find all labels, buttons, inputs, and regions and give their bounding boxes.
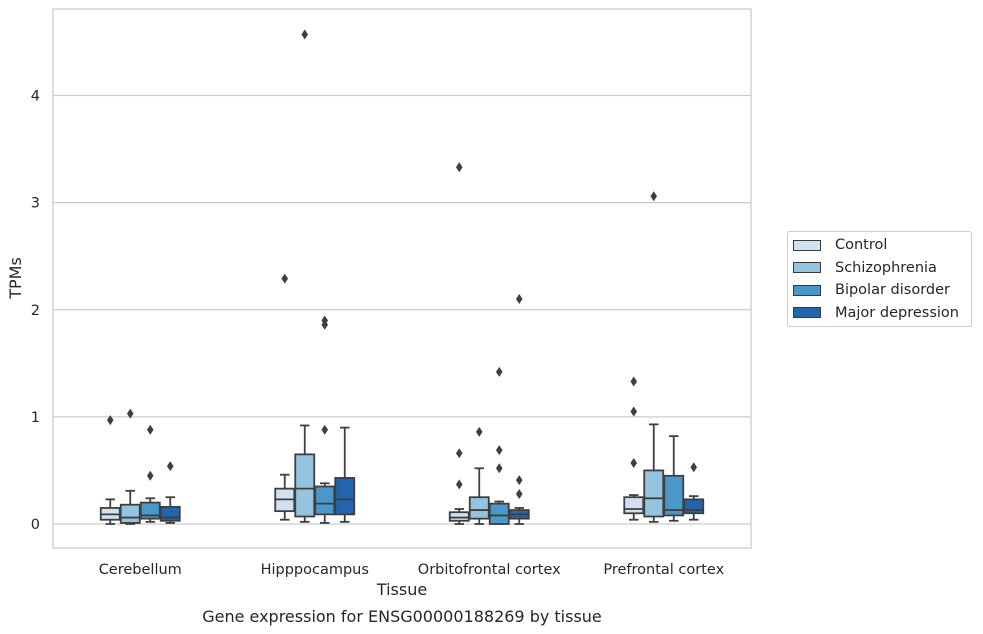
legend-swatch — [793, 307, 821, 318]
x-tick-label: Cerebellum — [99, 562, 182, 578]
outlier-point — [515, 489, 523, 500]
grid-lines — [53, 94, 751, 525]
outlier-point — [455, 162, 463, 173]
outlier-point — [650, 191, 658, 202]
box-schizophrenia — [294, 29, 316, 523]
outlier-point — [106, 415, 114, 426]
legend-label: Major depression — [835, 304, 959, 321]
legend: Control Schizophrenia Bipolar disorder Majo… — [787, 231, 972, 327]
box-iqr — [119, 503, 141, 524]
legend-swatch — [793, 284, 821, 296]
outlier-point — [630, 376, 638, 387]
box-major-depression — [508, 294, 530, 525]
box-iqr — [314, 485, 336, 516]
legend-swatch — [793, 239, 821, 251]
box-major-depression — [683, 462, 705, 521]
box-iqr — [448, 511, 470, 522]
x-tick-label: Hipppocampus — [261, 562, 369, 578]
y-tick-label: 0 — [31, 517, 40, 533]
box-bipolar-disorder — [488, 366, 510, 525]
outlier-point — [281, 273, 289, 284]
box-iqr — [159, 505, 181, 522]
box-iqr — [334, 477, 356, 516]
x-tick-labels: Cerebellum Hipppocampus Orbitofrontal cort… — [99, 562, 725, 578]
y-tick-label: 1 — [31, 410, 40, 426]
box-iqr — [683, 498, 705, 515]
outlier-point — [146, 424, 154, 435]
outlier-point — [515, 294, 523, 305]
outlier-point — [146, 470, 154, 481]
outlier-point — [495, 445, 503, 456]
outlier-point — [475, 426, 483, 437]
box-iqr — [488, 502, 510, 525]
box-iqr — [643, 469, 665, 518]
box-control — [99, 415, 121, 525]
legend-item: Bipolar disorder — [793, 280, 950, 300]
box-iqr — [623, 496, 645, 515]
legend-label: Schizophrenia — [835, 259, 937, 276]
outlier-point — [321, 315, 329, 326]
outlier-point — [690, 462, 698, 473]
y-tick-label: 3 — [31, 196, 40, 212]
x-axis-label: Tissue — [376, 580, 427, 599]
outlier-point — [630, 457, 638, 468]
plot-frame — [52, 8, 752, 549]
box-bipolar-disorder — [314, 315, 336, 524]
box-control — [623, 376, 645, 521]
outlier-point — [166, 461, 174, 472]
box-bipolar-disorder — [139, 424, 161, 523]
legend-label: Bipolar disorder — [835, 282, 950, 298]
legend-item: Schizophrenia — [793, 258, 937, 278]
outlier-point — [321, 424, 329, 435]
outlier-point — [495, 366, 503, 377]
box-plot-series — [99, 29, 705, 525]
y-tick-label: 4 — [31, 89, 40, 105]
outlier-point — [630, 406, 638, 417]
y-tick-label: 2 — [31, 303, 40, 319]
outlier-point — [455, 479, 463, 490]
box-control — [274, 273, 296, 521]
box-schizophrenia — [468, 426, 490, 525]
box-major-depression — [159, 461, 181, 524]
outlier-point — [515, 475, 523, 486]
box-schizophrenia — [119, 408, 141, 525]
box-iqr — [468, 496, 490, 520]
outlier-point — [455, 448, 463, 459]
chart-title: Gene expression for ENSG00000188269 by t… — [202, 607, 602, 626]
outlier-point — [126, 408, 134, 419]
legend-swatch — [793, 262, 821, 273]
y-tick-labels: 0 1 2 3 4 — [31, 89, 40, 534]
box-schizophrenia — [643, 191, 665, 523]
box-major-depression — [334, 426, 356, 523]
legend-item: Control — [793, 235, 887, 255]
box-iqr — [294, 453, 316, 518]
box-iqr — [663, 474, 685, 517]
outlier-point — [495, 463, 503, 474]
x-tick-label: Prefrontal cortex — [603, 562, 724, 578]
y-axis-label: TPMs — [6, 257, 25, 300]
outlier-point — [301, 29, 309, 40]
x-tick-label: Orbitofrontal cortex — [418, 562, 561, 578]
box-bipolar-disorder — [663, 435, 685, 522]
legend-label: Control — [835, 237, 888, 253]
legend-item: Major depression — [793, 303, 959, 323]
box-control — [448, 162, 470, 525]
